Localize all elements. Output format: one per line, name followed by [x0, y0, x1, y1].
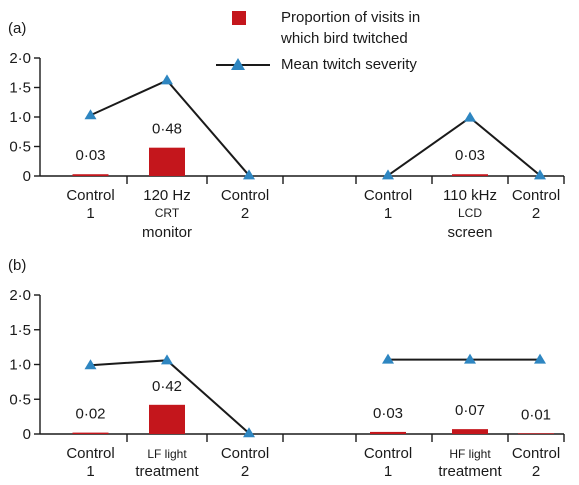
- category-label: HF light: [449, 447, 491, 461]
- y-tick-label: 0·5: [9, 391, 31, 408]
- bar: [518, 433, 554, 434]
- bar-value-label: 0·01: [521, 406, 551, 423]
- category-label: monitor: [142, 224, 192, 241]
- severity-marker: [161, 354, 173, 365]
- category-label: 2: [532, 205, 540, 222]
- category-label: Control: [512, 187, 560, 204]
- category-label: 2: [241, 205, 249, 222]
- category-label: Control: [364, 445, 412, 462]
- y-tick-label: 1·0: [9, 109, 31, 126]
- bar-value-label: 0·03: [373, 405, 403, 422]
- bar: [370, 431, 406, 434]
- y-tick-label: 2·0: [9, 50, 31, 67]
- severity-marker: [161, 74, 173, 85]
- legend-triangle-marker: [231, 58, 245, 70]
- severity-marker: [464, 353, 476, 364]
- severity-marker: [464, 111, 476, 122]
- severity-marker: [243, 169, 255, 180]
- y-tick-label: 1·0: [9, 357, 31, 374]
- y-tick-label: 0·5: [9, 139, 31, 156]
- legend-bar-label-line1: Proportion of visits in: [281, 9, 420, 26]
- bar-value-label: 0·07: [455, 402, 485, 419]
- legend-line-label: Mean twitch severity: [281, 56, 417, 73]
- category-label: 110 kHz: [443, 187, 497, 204]
- bar: [149, 404, 185, 434]
- panel-label: (a): [8, 20, 26, 37]
- category-label: CRT: [155, 206, 180, 220]
- y-tick-label: 1·5: [9, 322, 31, 339]
- bar: [149, 147, 185, 176]
- category-label: treatment: [438, 463, 502, 480]
- category-label: Control: [221, 445, 269, 462]
- severity-marker: [243, 427, 255, 438]
- severity-marker: [382, 169, 394, 180]
- bar: [452, 429, 488, 434]
- category-label: LF light: [147, 447, 187, 461]
- severity-marker: [84, 109, 97, 120]
- category-label: 1: [384, 463, 392, 480]
- severity-marker: [382, 353, 394, 364]
- severity-marker: [84, 359, 97, 370]
- severity-marker: [534, 353, 546, 364]
- category-label: Control: [512, 445, 560, 462]
- y-tick-label: 0: [23, 168, 31, 185]
- legend-bar-label-line2: which bird twitched: [280, 30, 408, 47]
- bar-value-label: 0·02: [75, 406, 105, 423]
- bar: [452, 174, 488, 176]
- category-label: Control: [66, 445, 114, 462]
- panel-label: (b): [8, 257, 26, 274]
- bar-value-label: 0·42: [152, 378, 182, 395]
- legend-bar-swatch: [232, 11, 246, 25]
- category-label: 120 Hz: [143, 187, 191, 204]
- category-label: 1: [384, 205, 392, 222]
- category-label: 1: [86, 463, 94, 480]
- category-label: screen: [447, 224, 492, 241]
- category-label: 2: [241, 463, 249, 480]
- chart-legend: Proportion of visits in which bird twitc…: [216, 9, 420, 73]
- bar-value-label: 0·03: [75, 147, 105, 164]
- severity-marker: [534, 169, 546, 180]
- category-label: 2: [532, 463, 540, 480]
- y-tick-label: 0: [23, 426, 31, 443]
- bar: [72, 432, 109, 434]
- category-label: treatment: [135, 463, 199, 480]
- category-label: Control: [221, 187, 269, 204]
- bar: [72, 174, 109, 176]
- bar-value-label: 0·03: [455, 147, 485, 164]
- category-label: LCD: [458, 206, 482, 220]
- category-label: Control: [66, 187, 114, 204]
- category-label: 1: [86, 205, 94, 222]
- category-label: Control: [364, 187, 412, 204]
- y-tick-label: 1·5: [9, 80, 31, 97]
- y-tick-label: 2·0: [9, 287, 31, 304]
- bar-value-label: 0·48: [152, 121, 182, 138]
